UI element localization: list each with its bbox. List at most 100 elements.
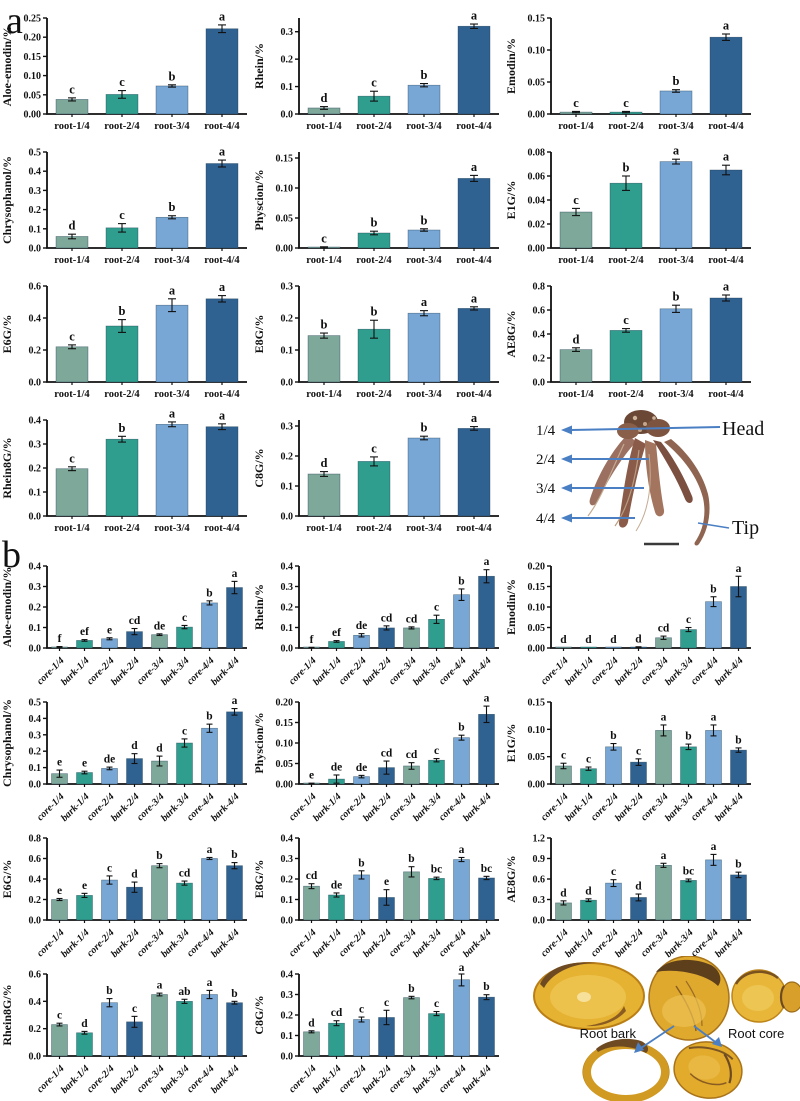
sig-letter: d xyxy=(308,1017,315,1029)
y-tick-label: 0.0 xyxy=(281,916,294,927)
error-bar xyxy=(622,110,630,114)
bar xyxy=(680,746,697,785)
y-tick-label: 0.4 xyxy=(281,970,294,981)
y-tick-label: 0.2 xyxy=(281,314,294,325)
error-bar xyxy=(483,705,490,724)
sig-letter: a xyxy=(673,144,680,158)
y-axis-label: E6G/% xyxy=(0,860,14,899)
sig-letter: b xyxy=(421,213,428,227)
category-label: root-4/4 xyxy=(204,255,240,266)
sig-letter: c xyxy=(573,193,579,207)
sig-letter: b xyxy=(358,857,364,869)
error-bar xyxy=(68,466,76,472)
y-tick-label: 0.3 xyxy=(281,990,294,1001)
y-tick-label: 0.10 xyxy=(276,739,294,750)
error-bar xyxy=(685,743,692,751)
sig-letter: a xyxy=(207,844,213,856)
error-bar xyxy=(433,876,440,881)
sig-letter: b xyxy=(119,421,126,435)
sig-letter: e xyxy=(82,880,87,892)
y-tick-label: 0.6 xyxy=(29,854,42,865)
sig-letter: a xyxy=(219,408,226,422)
y-tick-label: 0.2 xyxy=(281,603,294,614)
y-tick-label: 0.6 xyxy=(533,306,546,317)
category-label: bark-4/4 xyxy=(713,655,746,688)
bar xyxy=(105,438,139,517)
y-axis-label: Emodin/% xyxy=(504,579,518,635)
error-bar xyxy=(56,646,63,648)
error-bar xyxy=(81,770,88,775)
sig-letter: d xyxy=(635,633,642,645)
error-bar xyxy=(218,295,226,303)
sig-letter: a xyxy=(219,280,226,294)
category-label: bark-4/4 xyxy=(713,791,746,824)
sig-letter: a xyxy=(484,556,490,568)
error-bar xyxy=(383,1009,390,1026)
sig-letter: a xyxy=(219,9,226,23)
sig-letter: cd xyxy=(306,870,318,882)
bar xyxy=(407,312,441,383)
error-bar xyxy=(685,878,692,883)
y-axis-label: Emodin/% xyxy=(504,38,518,94)
bar xyxy=(457,178,491,249)
sig-letter: c xyxy=(182,612,187,624)
category-label: bark-1/4 xyxy=(59,1063,92,1096)
sig-letter: d xyxy=(585,634,592,646)
sig-letter: c xyxy=(107,862,112,874)
y-tick-label: 0.4 xyxy=(29,167,42,178)
sig-letter: d xyxy=(131,740,138,752)
bar-chart-a-rhein8g-: 0.0 0.1 0.2 0.3 0.4 Rhein8G/% c root-1/4 b root-2… xyxy=(0,408,247,534)
sig-letter: a xyxy=(661,850,667,862)
category-label: bark-1/4 xyxy=(563,927,596,960)
category-label: bark-3/4 xyxy=(663,655,696,688)
error-bar xyxy=(483,875,490,881)
y-tick-label: 0.4 xyxy=(281,562,294,573)
sig-letter: c xyxy=(321,231,327,245)
category-label: root-3/4 xyxy=(406,523,442,534)
bar xyxy=(328,1022,345,1057)
bar xyxy=(176,1001,193,1057)
sig-letter: b xyxy=(371,216,378,230)
root-bark-label: Root bark xyxy=(580,1026,637,1041)
error-bar xyxy=(483,994,490,1001)
error-bar xyxy=(81,639,88,642)
y-tick-label: 0.0 xyxy=(29,378,42,389)
category-label: root-4/4 xyxy=(708,121,744,132)
y-tick-label: 0.00 xyxy=(276,244,294,255)
y-tick-label: 0.1 xyxy=(29,488,42,499)
sig-letter: de xyxy=(331,879,343,891)
sig-letter: c xyxy=(586,754,591,766)
category-label: root-4/4 xyxy=(708,389,744,400)
category-label: root-2/4 xyxy=(356,389,392,400)
error-bar xyxy=(408,995,415,1000)
y-tick-label: 0.20 xyxy=(528,562,546,573)
sig-letter: e xyxy=(384,876,389,888)
error-bar xyxy=(433,614,440,624)
sig-letter: cd xyxy=(381,612,393,624)
sig-letter: de xyxy=(356,620,368,632)
bar-chart-a-ae8g-: 0.0 0.2 0.4 0.6 0.8 AE8G/% d root-1/4 c root-2/4 b… xyxy=(504,280,751,400)
bar xyxy=(205,163,239,249)
bar-chart-a-chrysophanol-: 0.0 0.1 0.2 0.3 0.4 0.5 Chrysophanol/% d root-1/… xyxy=(0,145,247,266)
category-label: root-3/4 xyxy=(154,121,190,132)
bar xyxy=(403,627,420,649)
y-tick-label: 0.05 xyxy=(276,214,294,225)
category-label: root-1/4 xyxy=(54,121,90,132)
sig-letter: a xyxy=(207,977,213,989)
bar xyxy=(453,594,470,649)
error-bar xyxy=(231,580,238,595)
sig-letter: c xyxy=(119,75,125,89)
y-tick-label: 0.5 xyxy=(29,698,42,709)
panel-b-label: b xyxy=(2,534,21,576)
root-core-slice xyxy=(673,1041,743,1099)
y-tick-label: 0.1 xyxy=(29,763,42,774)
y-axis-label: Rhein8G/% xyxy=(0,437,14,498)
bar xyxy=(151,865,168,921)
y-tick-label: 0.0 xyxy=(29,916,42,927)
sig-letter: b xyxy=(156,850,162,862)
category-label: root-3/4 xyxy=(658,255,694,266)
y-tick-label: 0.00 xyxy=(528,780,546,791)
sig-letter: b xyxy=(421,421,428,435)
sig-letter: bc xyxy=(431,864,443,876)
bar xyxy=(176,626,193,649)
